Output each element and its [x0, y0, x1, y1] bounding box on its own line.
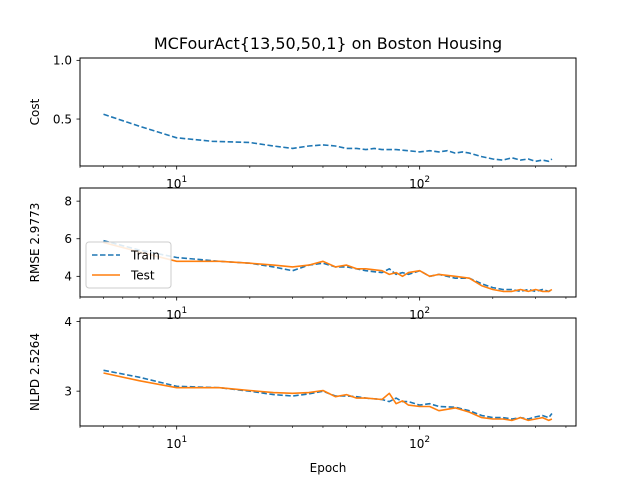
y-axis-label: NLPD 2.5264: [28, 333, 42, 411]
y-tick-label: 3: [64, 384, 72, 398]
x-tick-label: 102: [409, 175, 430, 191]
nlpd-panel: 3 4 101 102 NLPD 2.5264: [28, 315, 577, 451]
legend: Train Test: [85, 241, 172, 289]
series-train-line: [103, 369, 553, 420]
y-tick-label: 0.5: [53, 112, 72, 126]
legend-box: [85, 241, 172, 289]
legend-train-label: Train: [130, 249, 160, 263]
axes-frame: [79, 187, 577, 298]
axes-frame: [79, 317, 577, 427]
y-tick-label: 1.0: [53, 54, 72, 68]
y-tick-label: 6: [64, 232, 72, 246]
cost-panel: 0.5 1.0 101 102 Cost: [28, 54, 577, 191]
axes-frame: [79, 57, 577, 167]
y-axis-label: RMSE 2.9773: [28, 203, 42, 283]
y-tick-label: 4: [64, 315, 72, 329]
series-test-line: [103, 241, 553, 293]
x-tick-label: 102: [409, 306, 430, 322]
x-tick-label: 101: [166, 175, 187, 191]
x-tick-label: 101: [166, 306, 187, 322]
series-test-line: [103, 372, 553, 422]
legend-test-label: Test: [130, 269, 155, 283]
y-tick-label: 4: [64, 270, 72, 284]
x-tick-label: 102: [409, 435, 430, 451]
chart-title: MCFourAct{13,50,50,1} on Boston Housing: [154, 34, 502, 53]
y-axis-label: Cost: [28, 98, 42, 125]
y-tick-label: 8: [64, 194, 72, 208]
x-axis-label: Epoch: [310, 461, 347, 475]
series-train-line: [103, 113, 553, 163]
x-tick-label: 101: [166, 435, 187, 451]
